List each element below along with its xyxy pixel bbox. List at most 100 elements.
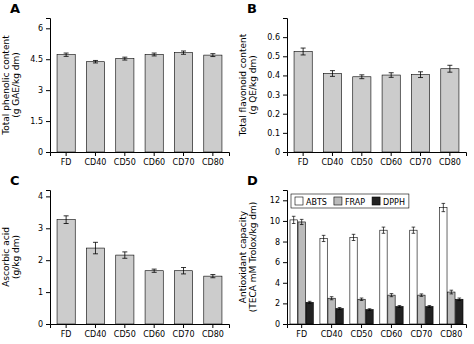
y-tick: 3 <box>38 86 50 95</box>
y-tick: 0.2 <box>267 110 287 119</box>
legend-label: ABTS <box>306 198 327 207</box>
x-tick: CD70 <box>410 152 432 167</box>
tick-label: CD60 <box>380 158 402 167</box>
tick-label: 2 <box>38 256 43 265</box>
x-tick: CD60 <box>143 152 165 167</box>
y-tick: 0.4 <box>267 71 287 80</box>
tick-mark <box>183 152 184 156</box>
y-tick: 12 <box>270 196 287 205</box>
x-tick: CD50 <box>351 152 373 167</box>
panel: 00.10.20.30.40.50.6FDCD40CD50CD60CD70CD8… <box>238 1 467 167</box>
error-bar <box>210 275 215 278</box>
axis-label-line: (g GAE/kg dm) <box>11 52 21 118</box>
legend-swatch <box>372 197 380 205</box>
y-tick: 3 <box>38 224 50 233</box>
error-bar <box>450 290 454 294</box>
tick-mark <box>332 152 333 156</box>
axis-label: Total flavonoid content(g QE/kg dm) <box>238 33 259 137</box>
error-bar <box>181 268 186 274</box>
error-bar <box>93 60 98 62</box>
title: A <box>10 1 20 16</box>
tick-label: CD40 <box>85 330 107 339</box>
x-tick: CD40 <box>322 152 344 167</box>
axis-line <box>283 191 288 325</box>
x-tick: CD50 <box>351 324 373 339</box>
tick-label: CD40 <box>322 158 344 167</box>
tick-mark <box>283 152 287 153</box>
legend: ABTSFRAPDPPH <box>291 194 409 208</box>
tick-mark <box>301 324 302 328</box>
tick-mark <box>46 152 50 153</box>
axis-label-line: (g QE/kg dm) <box>248 55 258 115</box>
legend-label: FRAP <box>345 198 365 207</box>
error-bar <box>382 227 386 233</box>
y-tick: 0.3 <box>267 91 287 100</box>
bar <box>448 292 455 324</box>
axis-line <box>288 153 467 157</box>
y-tick: 6 <box>275 258 287 267</box>
bar <box>306 302 313 324</box>
tick-label: 0.6 <box>267 33 280 42</box>
tick-label: CD60 <box>143 158 165 167</box>
error-bar <box>398 306 402 308</box>
panel: 024681012FDCD40CD50CD60CD70CD80ABTSFRAPD… <box>238 173 467 339</box>
bar <box>86 62 104 152</box>
bar <box>145 271 163 324</box>
axis-line <box>46 191 51 325</box>
y-tick: 1.5 <box>30 117 50 126</box>
panel: 01.534.56FDCD40CD50CD60CD70CD80Total phe… <box>1 1 230 167</box>
tick-mark <box>451 324 452 328</box>
axis-label: Total phenolic content(g GAE/kg dm) <box>1 35 22 136</box>
tick-mark <box>331 324 332 328</box>
error-bar <box>389 73 394 78</box>
bar <box>441 69 459 152</box>
error-bar <box>458 298 462 300</box>
tick-mark <box>154 152 155 156</box>
x-tick: CD60 <box>380 324 402 339</box>
bar <box>204 55 222 152</box>
tick-mark <box>283 242 287 243</box>
marks <box>294 48 459 152</box>
tick-label: 0.2 <box>267 110 280 119</box>
error-bar <box>152 269 157 272</box>
tick-label: CD80 <box>202 158 224 167</box>
tick-mark <box>391 324 392 328</box>
x-tick: CD50 <box>114 324 136 339</box>
tick-label: 0 <box>275 320 280 329</box>
y-tick: 0 <box>275 320 287 329</box>
axis-label-line: Total phenolic content <box>1 35 11 136</box>
tick-mark <box>420 152 421 156</box>
tick-label: 6 <box>275 258 280 267</box>
error-bar <box>210 54 215 57</box>
error-bar <box>447 65 452 72</box>
tick-label: 0.5 <box>267 52 280 61</box>
tick-label: 3 <box>38 86 43 95</box>
tick-mark <box>66 152 67 156</box>
tick-mark <box>283 283 287 284</box>
x-tick: CD60 <box>380 152 402 167</box>
error-bar <box>64 53 69 56</box>
bar <box>353 77 371 152</box>
bar <box>116 59 134 152</box>
tick-label: CD50 <box>114 330 136 339</box>
tick-label: CD70 <box>410 330 432 339</box>
tick-mark <box>391 152 392 156</box>
x-tick: CD50 <box>114 152 136 167</box>
x-tick: FD <box>298 152 309 167</box>
tick-label: FD <box>61 158 72 167</box>
tick-mark <box>46 28 50 29</box>
bar <box>388 295 395 324</box>
x-tick: CD40 <box>85 152 107 167</box>
error-bar <box>152 53 157 56</box>
x-tick: CD40 <box>321 324 343 339</box>
y-tick: 1 <box>38 288 50 297</box>
bar <box>418 295 425 324</box>
tick-mark <box>361 152 362 156</box>
bar <box>320 238 327 324</box>
error-bar <box>330 297 334 300</box>
title: B <box>247 1 257 16</box>
tick-mark <box>154 324 155 328</box>
tick-label: CD60 <box>380 330 402 339</box>
bar <box>290 220 297 324</box>
axis-label-line: (TECA mM Trolox/kg dm) <box>248 202 258 312</box>
